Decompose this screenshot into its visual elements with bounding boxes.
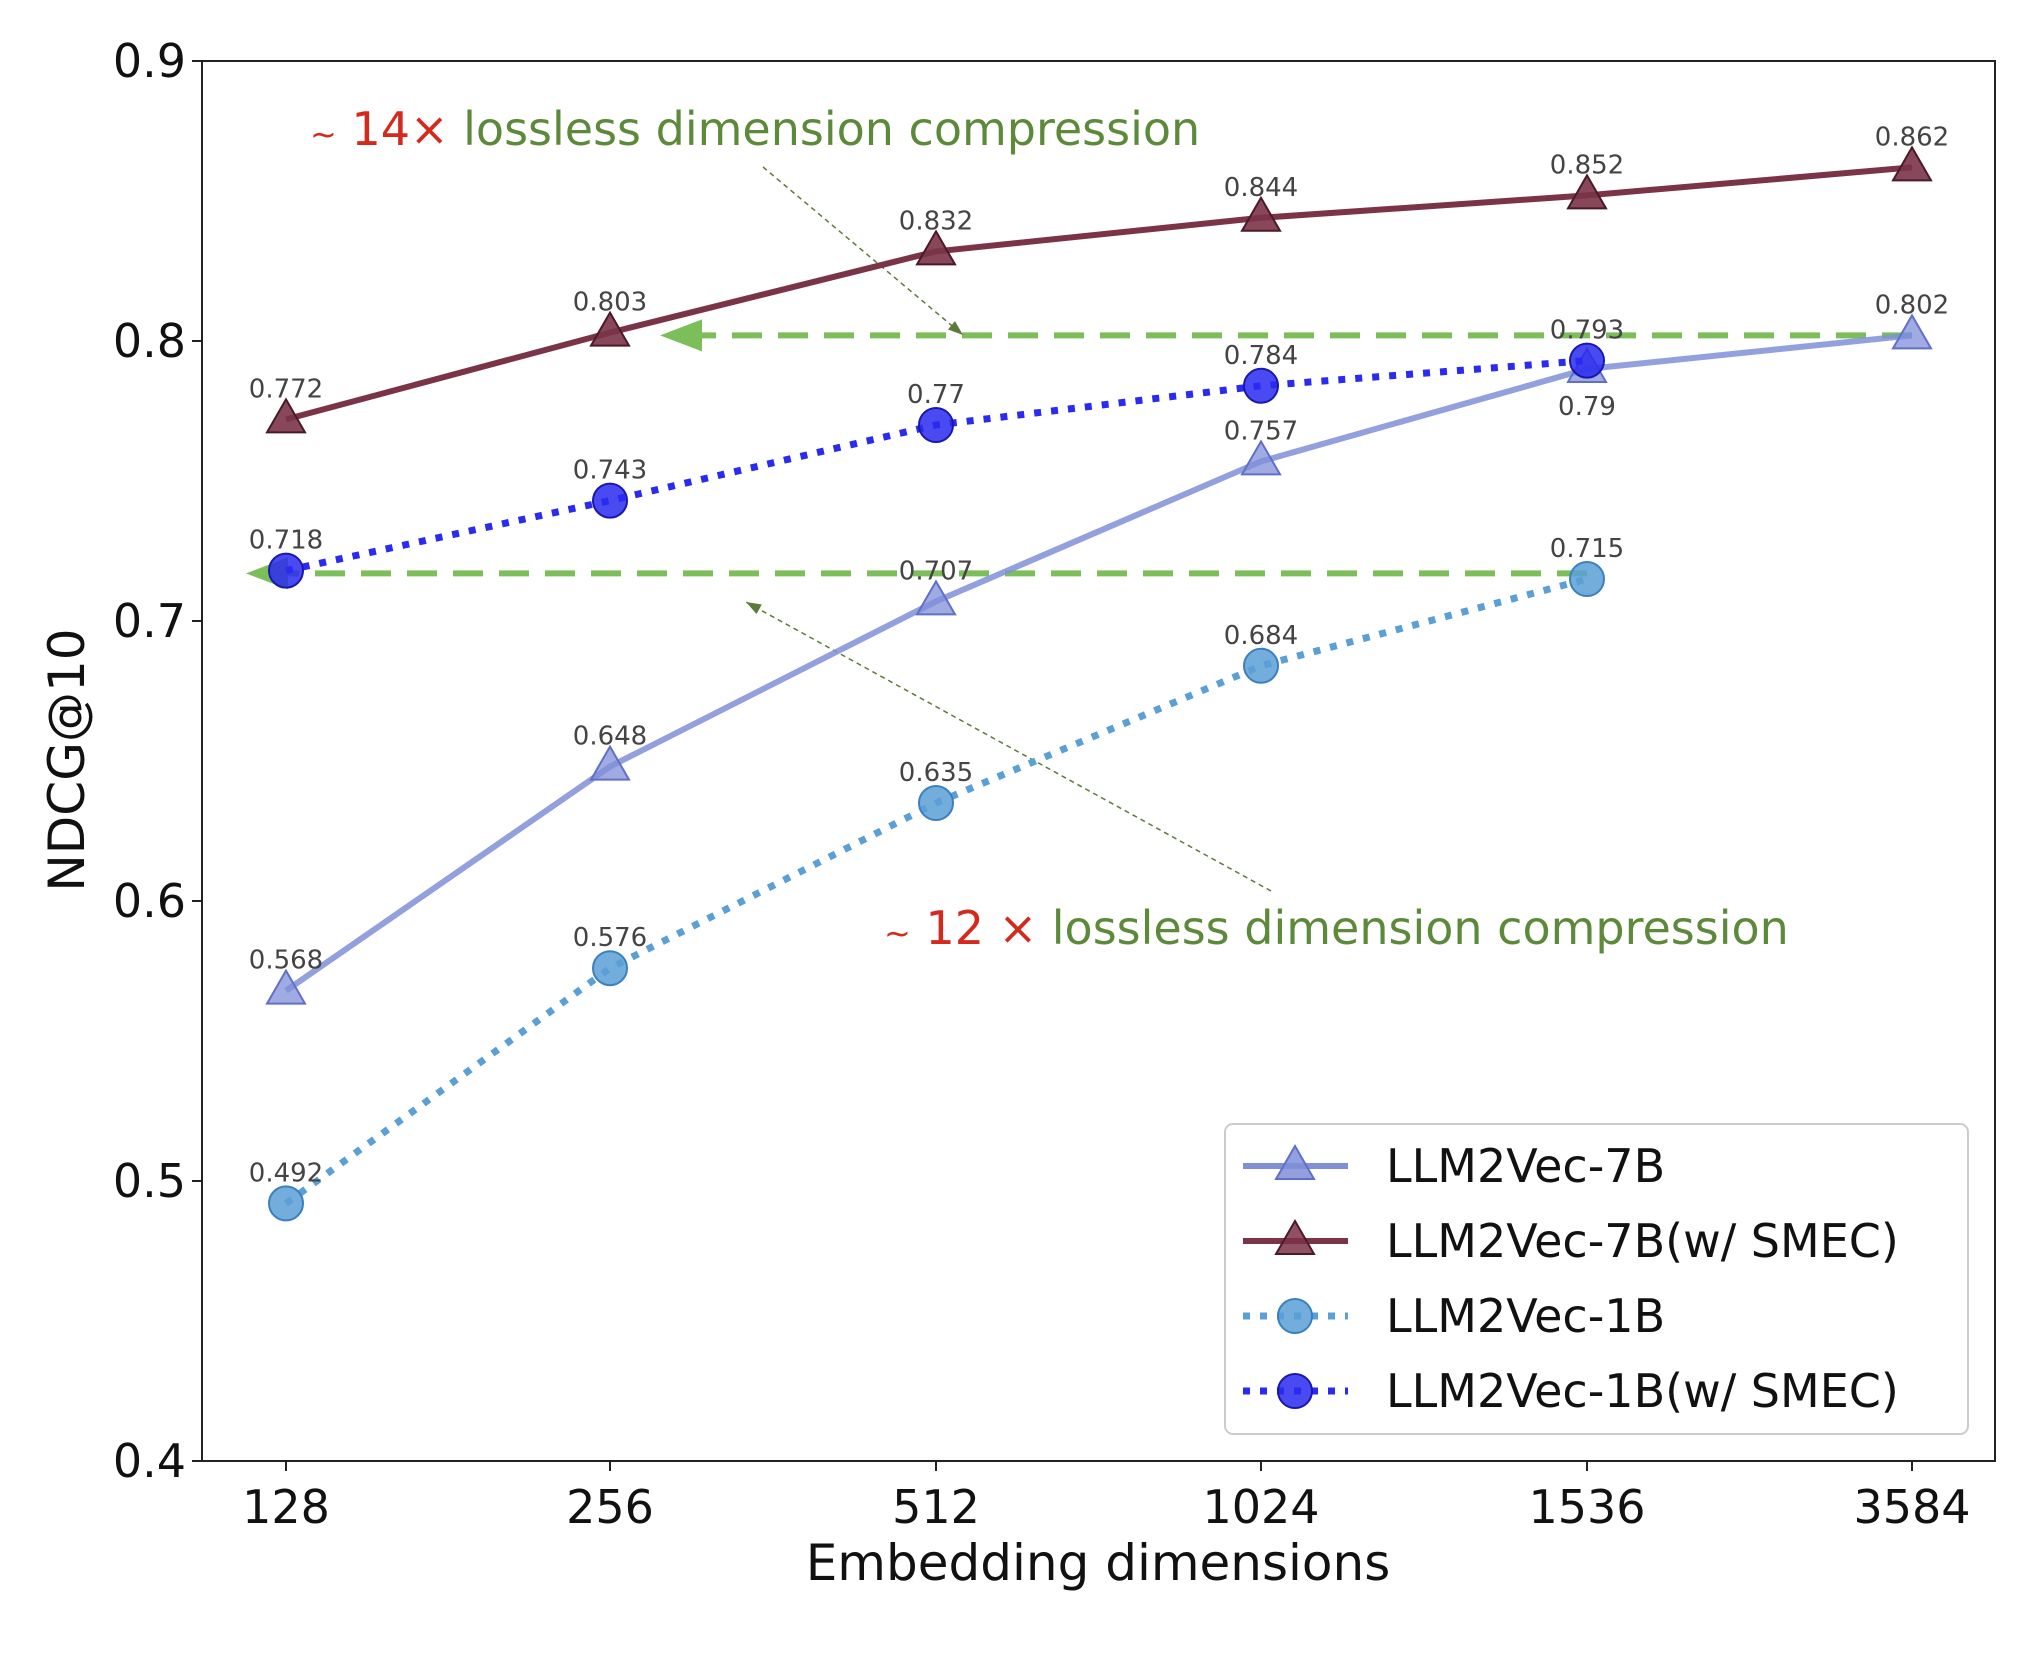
- legend-marker: [1274, 1218, 1316, 1255]
- data-label: 0.492: [249, 1158, 323, 1188]
- x-tick-label: 512: [892, 1480, 980, 1534]
- x-tick-label: 1024: [1202, 1480, 1319, 1534]
- x-tick-label: 1536: [1528, 1480, 1645, 1534]
- data-point: [268, 1185, 304, 1222]
- y-tick-label: 0.7: [113, 594, 186, 648]
- data-point: [915, 229, 957, 266]
- data-label: 0.784: [1224, 341, 1298, 371]
- data-point: [265, 397, 307, 434]
- data-point: [1891, 145, 1933, 182]
- data-label: 0.844: [1224, 173, 1298, 203]
- data-label: 0.648: [573, 722, 647, 752]
- data-label: 0.793: [1550, 316, 1624, 346]
- data-label: 0.757: [1224, 416, 1298, 446]
- x-axis: 128 256 512 1024 1536 3584: [242, 1461, 1971, 1534]
- y-tick-label: 0.6: [113, 874, 186, 928]
- annotation-12x: ~ 12 × lossless dimension compression: [884, 901, 1789, 955]
- data-point: [1891, 313, 1933, 350]
- pointer-arrowhead: [746, 602, 762, 615]
- data-label: 0.707: [899, 556, 973, 586]
- data-point: [1243, 647, 1279, 684]
- data-label: 0.684: [1224, 621, 1298, 651]
- data-label: 0.802: [1875, 290, 1949, 320]
- data-point: [589, 310, 631, 347]
- pointer-arrow-line: [745, 601, 1272, 892]
- y-axis: 0.4 0.5 0.6 0.7 0.8 0.9: [113, 34, 202, 1488]
- data-point: [1566, 173, 1608, 210]
- data-label: 0.77: [907, 380, 965, 410]
- plot-marks: 0.568 0.648 0.707 0.757 0.79 0.802 0.772 0.803 0…: [246, 122, 1949, 1222]
- pointer-arrow-line: [762, 166, 964, 336]
- data-point: [268, 552, 304, 589]
- data-label: 0.803: [573, 288, 647, 318]
- legend-marker: [1277, 1373, 1313, 1409]
- series-line: [283, 575, 1588, 1207]
- x-axis-label: Embedding dimensions: [806, 1534, 1391, 1592]
- data-label: 0.862: [1875, 122, 1949, 152]
- annotation-12x-text: lossless dimension compression: [1052, 901, 1789, 955]
- data-label: 0.635: [899, 758, 973, 788]
- series-line: [285, 164, 1913, 423]
- data-point: [1243, 367, 1279, 404]
- annotation-14x-factor: 14×: [351, 102, 448, 156]
- compression-arrowhead: [660, 319, 702, 352]
- data-point: [589, 744, 631, 781]
- annotation-12x-factor: 12 ×: [925, 901, 1037, 955]
- data-label: 0.715: [1550, 534, 1624, 564]
- x-tick-label: 3584: [1853, 1480, 1970, 1534]
- data-point: [918, 785, 954, 821]
- data-point: [1569, 342, 1605, 379]
- data-label: 0.852: [1550, 150, 1624, 180]
- y-tick-label: 0.9: [113, 34, 186, 88]
- y-axis-label: NDCG@10: [38, 628, 96, 891]
- y-tick-label: 0.4: [113, 1434, 186, 1488]
- legend: LLM2Vec-7B LLM2Vec-7B(w/ SMEC) LLM2Vec-1B L…: [1224, 1123, 1969, 1435]
- y-tick-label: 0.8: [113, 314, 186, 368]
- legend-label: LLM2Vec-1B: [1386, 1289, 1665, 1343]
- annotation-12x-prefix: ~: [884, 914, 911, 952]
- data-label: 0.718: [249, 526, 323, 556]
- data-point: [1240, 439, 1282, 476]
- series-line: [284, 332, 1913, 994]
- data-label: 0.576: [573, 923, 647, 953]
- legend-marker: [1274, 1143, 1316, 1180]
- data-point: [918, 407, 954, 443]
- data-point: [915, 579, 957, 616]
- data-point: [592, 950, 628, 987]
- x-tick-label: 256: [566, 1480, 654, 1534]
- data-point: [1240, 195, 1282, 232]
- data-point: [1569, 561, 1605, 597]
- data-label: 0.772: [249, 374, 323, 404]
- data-label: 0.743: [573, 456, 647, 486]
- data-label: 0.832: [899, 206, 973, 236]
- legend-label: LLM2Vec-7B: [1386, 1139, 1665, 1193]
- annotation-14x-text: lossless dimension compression: [463, 102, 1200, 156]
- y-tick-label: 0.5: [113, 1154, 186, 1208]
- annotation-14x: ~ 14× lossless dimension compression: [310, 102, 1200, 156]
- data-point: [265, 968, 307, 1005]
- plot-frame: [201, 60, 1996, 1462]
- data-point: [592, 482, 628, 519]
- x-tick-label: 128: [242, 1480, 330, 1534]
- data-label: 0.568: [249, 946, 323, 976]
- pointer-arrowhead: [947, 321, 963, 335]
- legend-label: LLM2Vec-1B(w/ SMEC): [1386, 1364, 1899, 1418]
- legend-marker: [1277, 1298, 1313, 1334]
- data-label: 0.79: [1558, 392, 1616, 422]
- annotation-14x-prefix: ~: [310, 115, 337, 153]
- legend-box: [1224, 1123, 1969, 1435]
- legend-label: LLM2Vec-7B(w/ SMEC): [1386, 1214, 1899, 1268]
